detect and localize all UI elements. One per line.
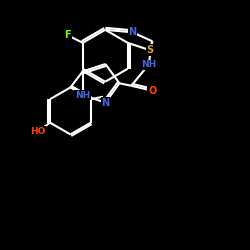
Text: N: N	[101, 98, 110, 108]
Text: HO: HO	[30, 127, 46, 136]
Text: NH: NH	[75, 91, 90, 100]
Text: F: F	[64, 30, 71, 40]
Text: O: O	[148, 86, 156, 96]
Text: S: S	[146, 45, 154, 55]
Text: N: N	[128, 27, 136, 37]
Text: NH: NH	[141, 60, 156, 69]
